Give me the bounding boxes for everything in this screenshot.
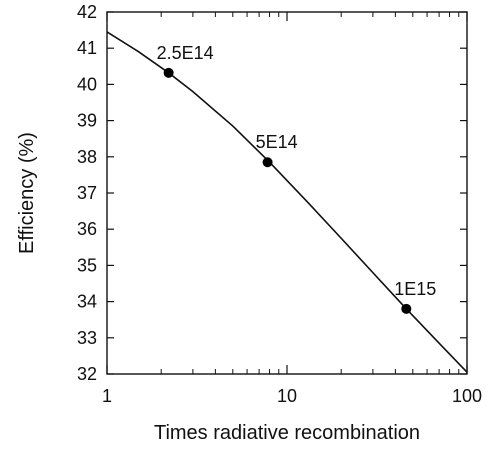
- data-point-1: [262, 157, 273, 168]
- y-tick-label-37: 37: [77, 183, 97, 203]
- y-tick-label-34: 34: [77, 292, 97, 312]
- data-point-2: [401, 303, 412, 314]
- y-tick-label-32: 32: [77, 364, 97, 384]
- points-layer: 2.5E14 5E14 1E15: [157, 43, 436, 314]
- y-tick-label-40: 40: [77, 74, 97, 94]
- y-tick-label-42: 42: [77, 2, 97, 22]
- point-label-2: 1E15: [394, 279, 436, 299]
- plot-frame: [106, 11, 468, 375]
- y-tick-label-35: 35: [77, 255, 97, 275]
- data-point-0: [163, 67, 174, 78]
- x-tick-label-10: 10: [277, 386, 297, 406]
- ticks-layer: 32 33 34 35 36 37 38 39 40 41 42 1 10 100: [77, 2, 482, 406]
- point-label-0: 2.5E14: [157, 43, 214, 63]
- x-axis-label: Times radiative recombination: [154, 422, 420, 444]
- y-tick-label-38: 38: [77, 147, 97, 167]
- x-tick-label-1: 1: [102, 386, 112, 406]
- x-tick-label-100: 100: [452, 386, 482, 406]
- efficiency-line: [106, 31, 468, 373]
- point-label-1: 5E14: [256, 132, 298, 152]
- y-tick-label-33: 33: [77, 328, 97, 348]
- y-tick-label-36: 36: [77, 219, 97, 239]
- y-tick-label-39: 39: [77, 111, 97, 131]
- y-axis-label: Efficiency (%): [16, 132, 38, 254]
- y-tick-label-41: 41: [77, 38, 97, 58]
